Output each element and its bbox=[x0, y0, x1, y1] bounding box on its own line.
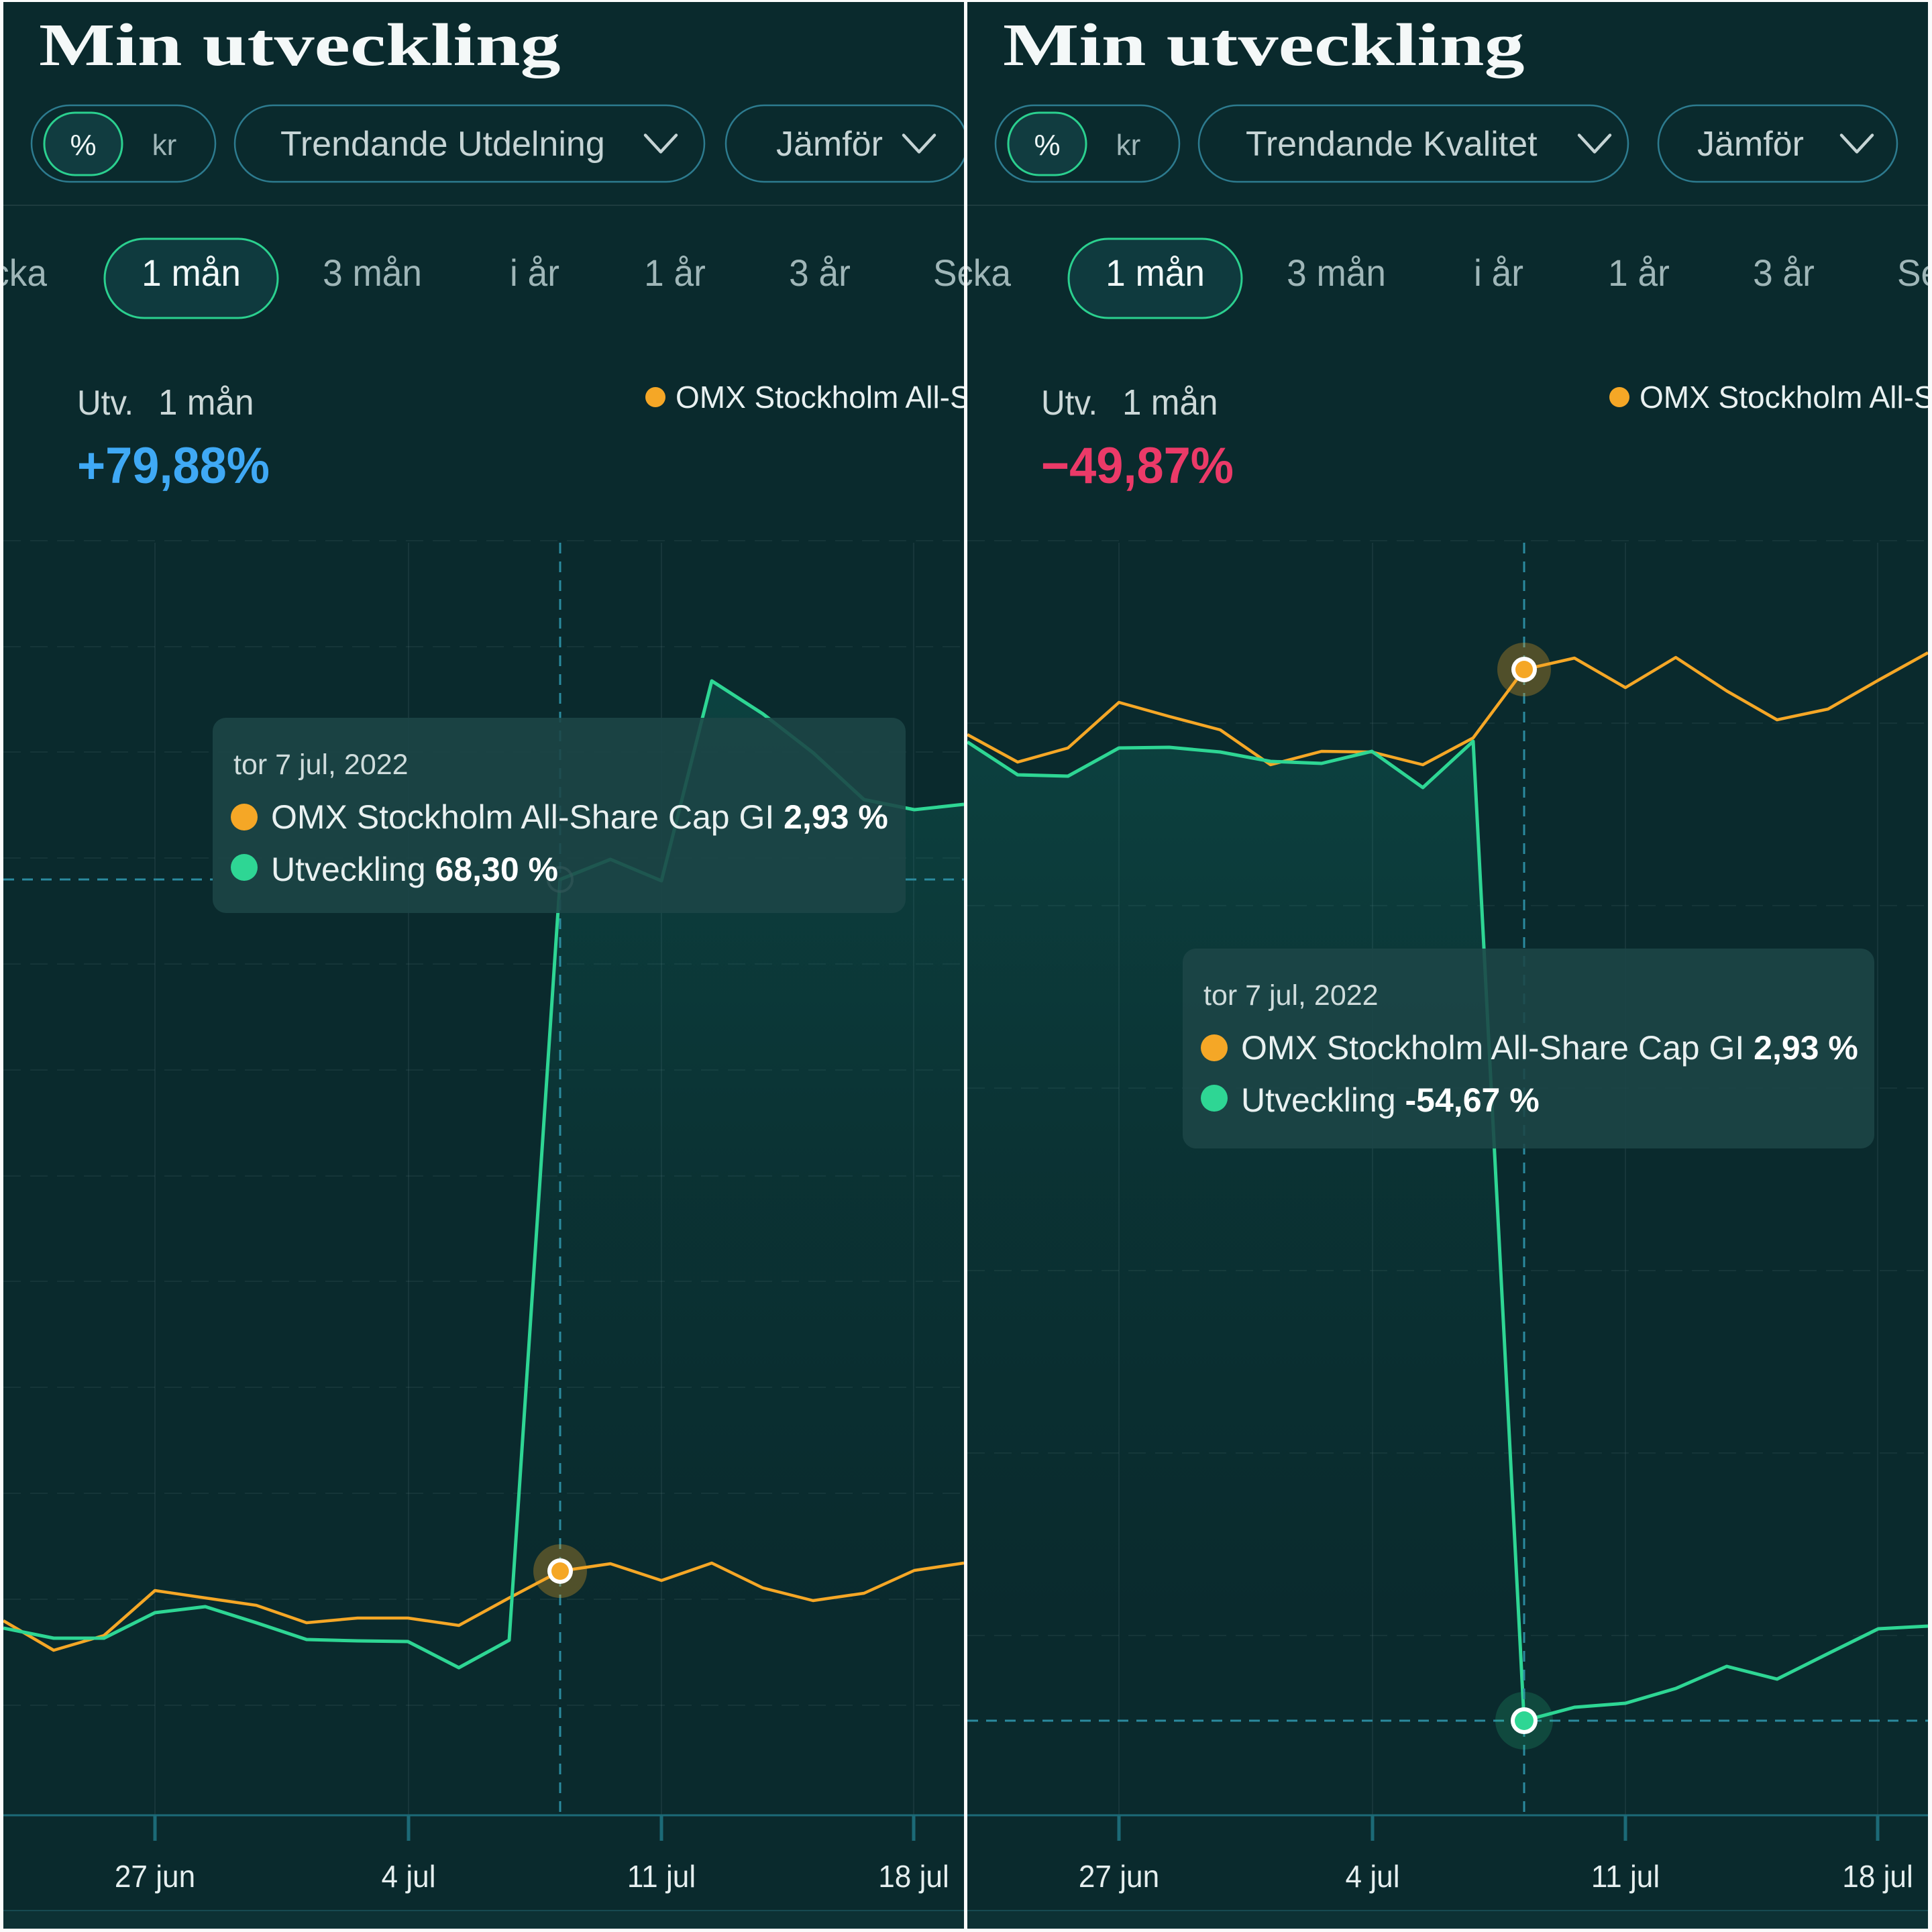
svg-text:kr: kr bbox=[152, 129, 177, 162]
svg-text:27 jun: 27 jun bbox=[115, 1859, 195, 1894]
svg-text:4 jul: 4 jul bbox=[382, 1859, 436, 1894]
svg-text:18 jul: 18 jul bbox=[878, 1859, 949, 1894]
svg-text:3 mån: 3 mån bbox=[1287, 252, 1386, 294]
svg-text:Utv.: Utv. bbox=[77, 383, 133, 422]
svg-text:1 år: 1 år bbox=[1608, 252, 1670, 294]
svg-text:Jämför: Jämför bbox=[776, 125, 883, 164]
svg-text:11 jul: 11 jul bbox=[1591, 1859, 1660, 1894]
svg-text:OMX Stockholm All-Share Cap GI: OMX Stockholm All-Share Cap GI 2,93 % bbox=[1241, 1029, 1858, 1067]
svg-text:11 jul: 11 jul bbox=[627, 1859, 696, 1894]
svg-text:%: % bbox=[70, 129, 96, 162]
svg-text:Vecka: Vecka bbox=[967, 252, 1012, 294]
svg-text:Sedan: Sedan bbox=[1897, 252, 1928, 294]
svg-text:i år: i år bbox=[510, 252, 559, 294]
svg-text:OMX Stockholm All-Sha: OMX Stockholm All-Sha bbox=[676, 380, 964, 415]
svg-text:Sedan: Sedan bbox=[933, 252, 964, 294]
svg-text:27 jun: 27 jun bbox=[1079, 1859, 1159, 1894]
svg-text:Vecka: Vecka bbox=[3, 252, 48, 294]
svg-text:Utveckling 68,30 %: Utveckling 68,30 % bbox=[271, 851, 558, 888]
svg-text:−49,87%: −49,87% bbox=[1041, 437, 1234, 494]
svg-text:Jämför: Jämför bbox=[1697, 125, 1804, 164]
svg-text:tor 7 jul, 2022: tor 7 jul, 2022 bbox=[1203, 979, 1379, 1012]
svg-text:OMX Stockholm All-Share Cap GI: OMX Stockholm All-Share Cap GI 2,93 % bbox=[271, 798, 888, 836]
svg-text:1 mån: 1 mån bbox=[1122, 382, 1218, 423]
svg-text:%: % bbox=[1034, 129, 1060, 162]
svg-text:18 jul: 18 jul bbox=[1842, 1859, 1913, 1894]
svg-text:Utveckling -54,67 %: Utveckling -54,67 % bbox=[1241, 1081, 1540, 1119]
svg-text:3 mån: 3 mån bbox=[323, 252, 422, 294]
svg-text:Min utveckling: Min utveckling bbox=[1003, 11, 1525, 78]
svg-text:Trendande Utdelning: Trendande Utdelning bbox=[280, 125, 605, 164]
svg-text:tor 7 jul, 2022: tor 7 jul, 2022 bbox=[233, 749, 409, 781]
svg-text:1 år: 1 år bbox=[644, 252, 706, 294]
svg-text:Min utveckling: Min utveckling bbox=[39, 11, 561, 78]
svg-text:1 mån: 1 mån bbox=[142, 252, 241, 294]
svg-text:OMX Stockholm All-Sha: OMX Stockholm All-Sha bbox=[1640, 380, 1928, 415]
svg-text:3 år: 3 år bbox=[1753, 252, 1815, 294]
svg-text:4 jul: 4 jul bbox=[1346, 1859, 1400, 1894]
svg-text:Trendande Kvalitet: Trendande Kvalitet bbox=[1246, 125, 1538, 164]
svg-text:1 mån: 1 mån bbox=[1106, 252, 1205, 294]
svg-text:Utv.: Utv. bbox=[1041, 383, 1097, 422]
svg-text:i år: i år bbox=[1474, 252, 1523, 294]
svg-text:1 mån: 1 mån bbox=[158, 382, 254, 423]
svg-text:kr: kr bbox=[1116, 129, 1141, 162]
svg-text:+79,88%: +79,88% bbox=[77, 437, 270, 494]
svg-text:3 år: 3 år bbox=[789, 252, 851, 294]
